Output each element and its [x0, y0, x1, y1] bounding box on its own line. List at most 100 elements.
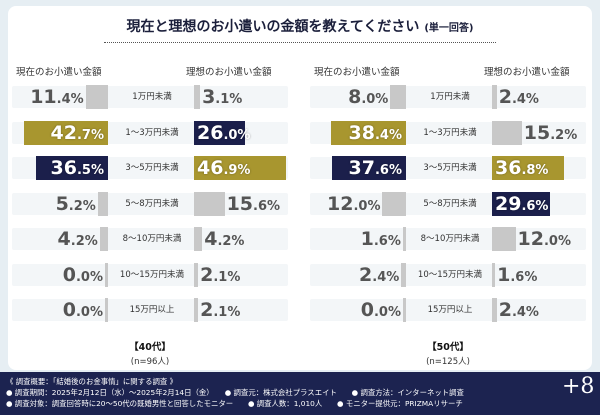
bar-current	[36, 156, 108, 180]
chart-row: 12.0% 5～8万円未満 29.6%	[310, 191, 586, 217]
value-ideal: 2.4%	[498, 86, 539, 108]
value-ideal: 46.9%	[197, 157, 251, 179]
chart-row: 0.0% 15万円以上 2.1%	[12, 297, 288, 323]
value-current: 0.0%	[62, 263, 103, 286]
value-current: 11.4%	[30, 86, 84, 108]
row-band	[12, 228, 288, 250]
bar-ideal	[492, 191, 551, 216]
chart-row: 1.6% 8～10万円未満 12.0%	[310, 226, 586, 252]
chart-row: 4.2% 8～10万円未満 4.2%	[12, 226, 288, 252]
bar-current	[105, 298, 108, 322]
bar-current	[382, 191, 406, 216]
bar-ideal	[492, 156, 565, 180]
bar-ideal	[492, 262, 496, 287]
value-current: 42.7%	[50, 121, 104, 144]
value-ideal: 29.6%	[495, 192, 549, 215]
value-ideal: 3.1%	[202, 86, 243, 108]
bar-current	[403, 298, 406, 322]
bar-ideal	[194, 262, 199, 287]
category-label: 5～8万円未満	[125, 198, 179, 209]
value-ideal: 12.0%	[517, 228, 571, 250]
chart-row: 0.0% 15万円以上 2.4%	[310, 297, 586, 323]
value-current: 38.4%	[348, 121, 402, 144]
chart-row: 42.7% 1～3万円未満 26.0%	[12, 120, 288, 146]
title-sub: (単一回答)	[424, 23, 474, 34]
header-ideal: 理想のお小遣い金額	[484, 67, 570, 78]
footer-line-2: ● 調査期間：2025年2月12日（水）～2025年2月14日（金） ● 調査元…	[6, 388, 464, 397]
bar-ideal	[492, 120, 522, 145]
chart-row: 37.6% 3～5万円未満 36.8%	[310, 155, 586, 181]
category-label: 1～3万円未満	[423, 127, 477, 138]
bar-ideal	[492, 85, 497, 109]
bar-current	[332, 156, 406, 180]
value-current: 1.6%	[360, 228, 401, 250]
bar-current	[99, 227, 108, 251]
value-ideal: 15.2%	[523, 121, 578, 144]
value-current: 0.0%	[62, 299, 103, 321]
category-label: 5～8万円未満	[423, 198, 477, 209]
chart-row: 36.5% 3～5万円未満 46.9%	[12, 155, 288, 181]
chart-card: 現在と理想のお小遣いの金額を教えてください (単一回答) 現在のお小遣い金額 理想…	[8, 6, 592, 370]
row-band	[310, 86, 586, 108]
value-current: 0.0%	[360, 299, 401, 321]
category-label: 1万円未満	[132, 92, 172, 102]
value-ideal: 2.4%	[498, 299, 539, 321]
value-ideal: 1.6%	[497, 263, 538, 286]
category-label: 1～3万円未満	[125, 127, 179, 138]
panel-50s: 現在のお小遣い金額 理想のお小遣い金額 8.0% 1万円未満 2.4% 38.4% 1～3万…	[310, 50, 586, 368]
bar-ideal	[194, 191, 225, 216]
survey-footer: 《 調査概要：「結婚後のお金事情」に関する調査 》 ● 調査期間：2025年2月…	[6, 376, 566, 409]
bar-current	[24, 120, 108, 145]
value-ideal: 26.0%	[197, 121, 251, 144]
bar-ideal	[194, 227, 203, 251]
panel-40s: 現在のお小遣い金額 理想のお小遣い金額 11.4% 1万円未満 3.1% 42.7% 1～3…	[12, 50, 288, 368]
bar-current	[402, 227, 406, 251]
category-label: 8～10万円未満	[420, 234, 480, 244]
header-current: 現在のお小遣い金額	[16, 67, 102, 78]
bar-ideal	[194, 85, 201, 109]
row-band	[310, 299, 586, 321]
title-divider	[104, 42, 496, 43]
row-band	[310, 228, 586, 250]
category-label: 15万円以上	[427, 305, 473, 315]
category-label: 15万円以上	[129, 305, 175, 315]
category-label: 10～15万円未満	[417, 269, 483, 280]
value-current: 37.6%	[348, 157, 402, 179]
bar-current	[105, 262, 108, 287]
chart-title: 現在と理想のお小遣いの金額を教えてください (単一回答)	[8, 16, 592, 36]
chart-row: 8.0% 1万円未満 2.4%	[310, 84, 586, 110]
bar-current	[390, 85, 406, 109]
value-ideal: 36.8%	[495, 157, 549, 179]
value-current: 36.5%	[50, 157, 104, 179]
header-ideal: 理想のお小遣い金額	[186, 67, 272, 78]
value-current: 2.4%	[359, 263, 400, 286]
group-label: 【40代】	[129, 342, 171, 353]
chart-row: 38.4% 1～3万円未満 15.2%	[310, 120, 586, 146]
chart-row: 11.4% 1万円未満 3.1%	[12, 84, 288, 110]
bar-ideal	[194, 298, 199, 322]
category-label: 10～15万円未満	[119, 269, 185, 280]
title-text: 現在と理想のお小遣いの金額を教えてください	[126, 19, 420, 35]
value-current: 12.0%	[327, 192, 381, 215]
bar-current	[401, 262, 406, 287]
value-current: 5.2%	[55, 192, 96, 215]
footer-line-1: 《 調査概要：「結婚後のお金事情」に関する調査 》	[6, 377, 177, 386]
chart-row: 2.4% 10～15万円未満 1.6%	[310, 262, 586, 288]
category-label: 3～5万円未満	[423, 163, 477, 173]
sample-size: (n=125人)	[426, 357, 470, 367]
bar-ideal	[492, 298, 497, 322]
chart-row: 0.0% 10～15万円未満 2.1%	[12, 262, 288, 288]
category-label: 3～5万円未満	[125, 163, 179, 173]
value-ideal: 15.6%	[226, 192, 281, 215]
bar-current	[330, 120, 406, 145]
category-label: 1万円未満	[430, 92, 470, 102]
value-ideal: 2.1%	[200, 299, 241, 321]
value-current: 8.0%	[348, 86, 389, 108]
bar-ideal	[194, 156, 286, 180]
bar-current	[97, 191, 108, 216]
sample-size: (n=96人)	[130, 357, 170, 367]
row-band	[310, 263, 586, 286]
bar-ideal	[492, 227, 516, 251]
group-label: 【50代】	[427, 342, 469, 353]
bar-current	[85, 85, 108, 109]
